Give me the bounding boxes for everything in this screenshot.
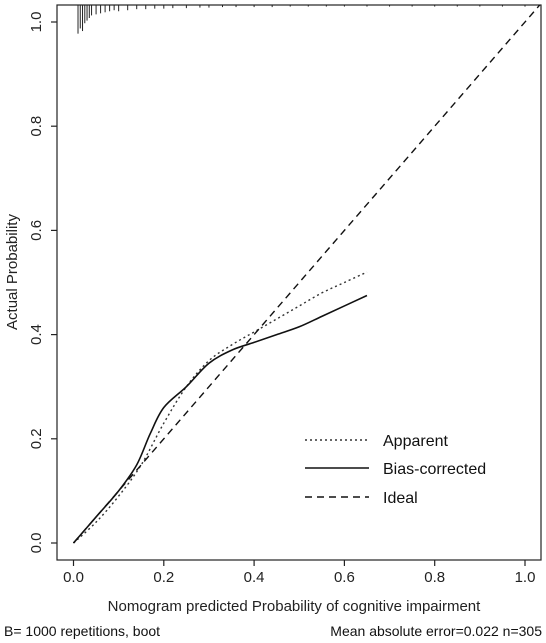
y-tick-label: 0.4 bbox=[28, 324, 45, 345]
x-axis-label: Nomogram predicted Probability of cognit… bbox=[108, 598, 481, 615]
x-tick-label: 0.2 bbox=[153, 569, 174, 586]
y-tick-label: 1.0 bbox=[28, 12, 45, 33]
x-tick-label: 1.0 bbox=[515, 569, 536, 586]
y-tick-label: 0.8 bbox=[28, 116, 45, 137]
y-tick-label: 0.2 bbox=[28, 428, 45, 449]
axes: 0.0 0.2 0.4 0.6 0.8 1.0 0.0 0.2 0.4 0.6 0.8 1.0 bbox=[28, 4, 542, 586]
x-tick-label: 0.0 bbox=[63, 569, 84, 586]
y-tick-label: 0.6 bbox=[28, 220, 45, 241]
x-tick-label: 0.6 bbox=[334, 569, 355, 586]
series-group bbox=[72, 5, 541, 544]
footer-mae: Mean absolute error=0.022 n=305 bbox=[330, 623, 542, 639]
x-tick-label: 0.4 bbox=[244, 569, 265, 586]
legend: Apparent Bias-corrected Ideal bbox=[305, 433, 486, 507]
y-axis-label: Actual Probability bbox=[4, 214, 21, 330]
series-apparent-line bbox=[73, 271, 368, 544]
legend-label: Ideal bbox=[383, 490, 418, 507]
x-tick-label: 0.8 bbox=[424, 569, 445, 586]
footer-repetitions: B= 1000 repetitions, boot bbox=[4, 623, 160, 639]
rug-marks bbox=[77, 5, 526, 34]
plot-frame bbox=[56, 4, 542, 561]
y-tick-label: 0.0 bbox=[28, 533, 45, 554]
legend-label: Bias-corrected bbox=[383, 461, 486, 478]
series-ideal-line bbox=[72, 5, 541, 544]
series-bias-corrected-line bbox=[72, 294, 368, 544]
legend-label: Apparent bbox=[383, 433, 448, 450]
